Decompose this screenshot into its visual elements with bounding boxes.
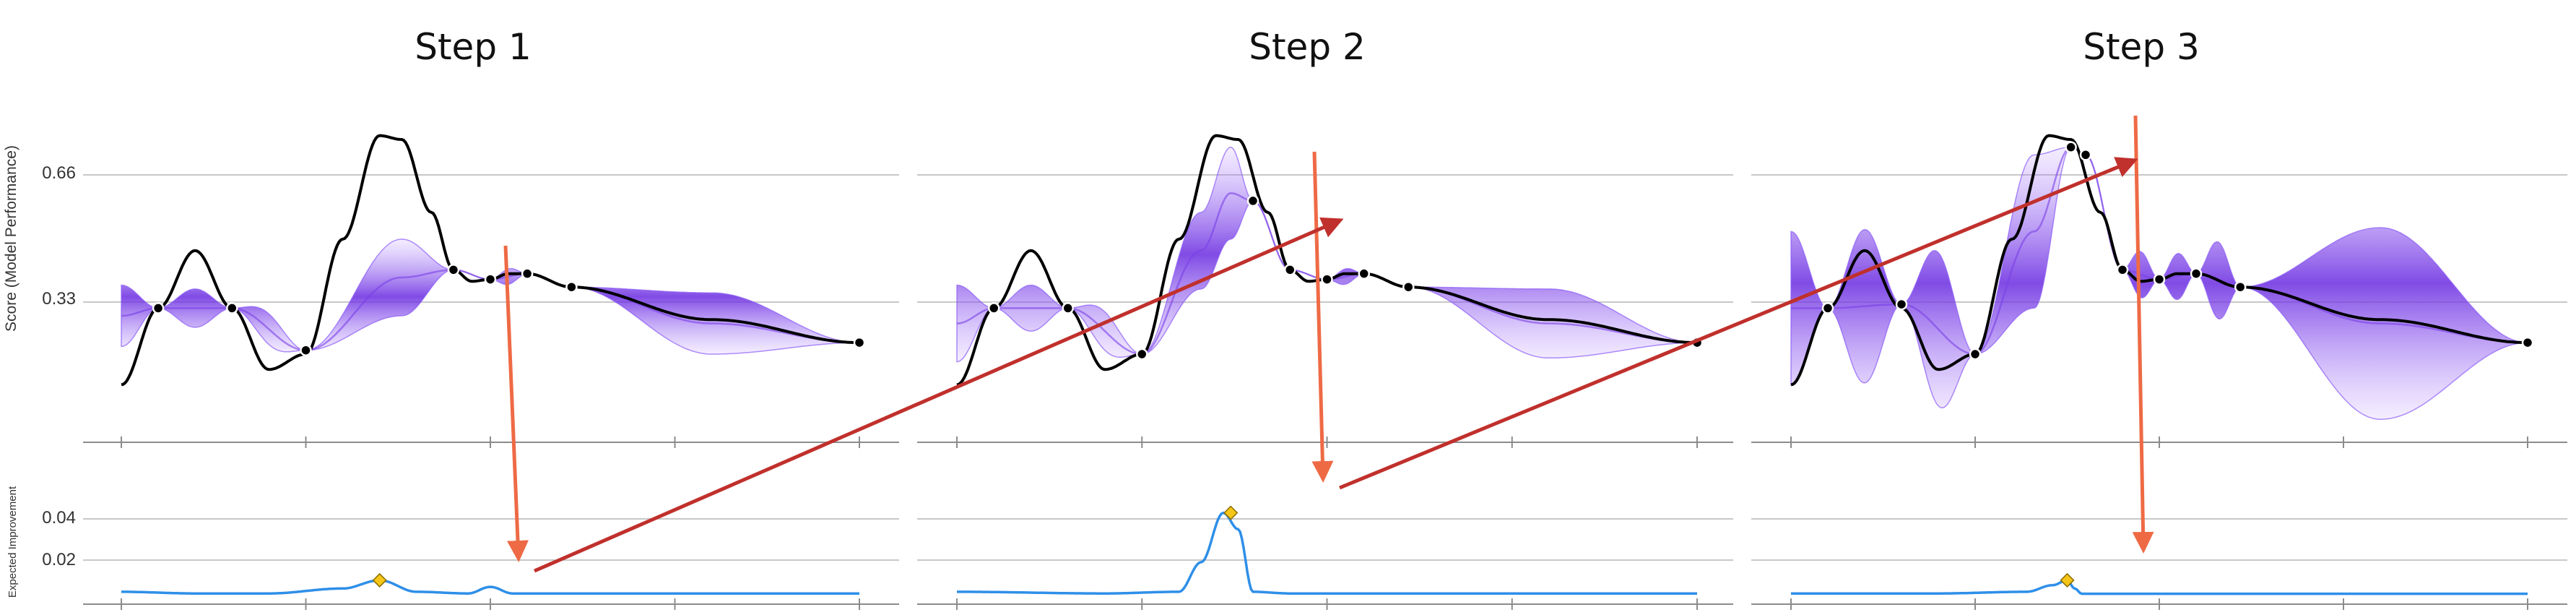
- observation-point-2: [300, 344, 312, 356]
- candidate-marker: [372, 572, 387, 588]
- y-tick-label-0.66: 0.66: [42, 163, 76, 183]
- observation-point-6: [1358, 267, 1370, 280]
- panel-step-2: [917, 134, 1733, 610]
- uncertainty-band: [956, 146, 1697, 363]
- y-tick-label-0.33: 0.33: [42, 289, 76, 309]
- step-titles: Step 1 Step 2 Step 3: [415, 26, 2200, 68]
- observation-point-4: [2079, 148, 2092, 161]
- observation-point-4: [1284, 264, 1296, 276]
- observation-point-1: [226, 302, 238, 314]
- observation-point-3: [2065, 141, 2077, 153]
- observation-point-3: [1246, 194, 1259, 207]
- step-title-3: Step 3: [2083, 26, 2200, 68]
- observation-point-5: [2116, 264, 2129, 276]
- observation-point-7: [1402, 280, 1415, 293]
- observation-point-4: [484, 273, 497, 285]
- chart-panels: [83, 134, 2567, 610]
- observation-point-9: [2521, 336, 2534, 349]
- candidate-marker: [1223, 505, 1239, 520]
- red-arrow-2: [1339, 157, 2138, 490]
- orange-arrow-1: [503, 245, 529, 562]
- y-axis-labels: Score (Model Performance) Expected Impro…: [3, 145, 76, 598]
- observation-point-2: [1136, 348, 1148, 361]
- observation-point-5: [1321, 273, 1333, 285]
- expected-improvement-line: [1791, 579, 2528, 595]
- observation-point-0: [152, 302, 165, 314]
- uncertainty-band: [121, 238, 859, 355]
- step-title-2: Step 2: [1249, 26, 1366, 68]
- red-arrow-1: [534, 217, 1344, 573]
- orange-arrow-3: [2132, 115, 2154, 554]
- observation-point-0: [988, 302, 1000, 314]
- expected-improvement-line: [121, 579, 859, 595]
- observation-point-7: [2190, 267, 2203, 280]
- observation-point-0: [1821, 302, 1834, 314]
- candidate-marker: [2060, 572, 2075, 588]
- observation-point-1: [1062, 302, 1074, 314]
- y-axis-title-ei: Expected Improvement: [6, 486, 19, 598]
- y-axis-title-score: Score (Model Performance): [3, 145, 19, 332]
- observation-point-6: [2153, 273, 2166, 285]
- observation-point-5: [521, 267, 534, 280]
- y-tick-label-0.02: 0.02: [42, 550, 76, 569]
- observation-point-2: [1969, 348, 1982, 361]
- observation-point-3: [447, 264, 460, 276]
- y-tick-label-0.04: 0.04: [42, 508, 76, 528]
- panel-step-3: [1751, 134, 2567, 610]
- orange-arrow-2: [1311, 151, 1334, 483]
- flow-arrows: [503, 115, 2154, 573]
- step-title-1: Step 1: [415, 26, 532, 68]
- observation-point-6: [565, 280, 578, 293]
- observation-point-8: [2234, 280, 2247, 293]
- panel-step-1: [83, 134, 899, 610]
- observation-point-7: [853, 336, 866, 349]
- observation-point-1: [1895, 298, 1908, 311]
- expected-improvement-line: [957, 511, 1697, 595]
